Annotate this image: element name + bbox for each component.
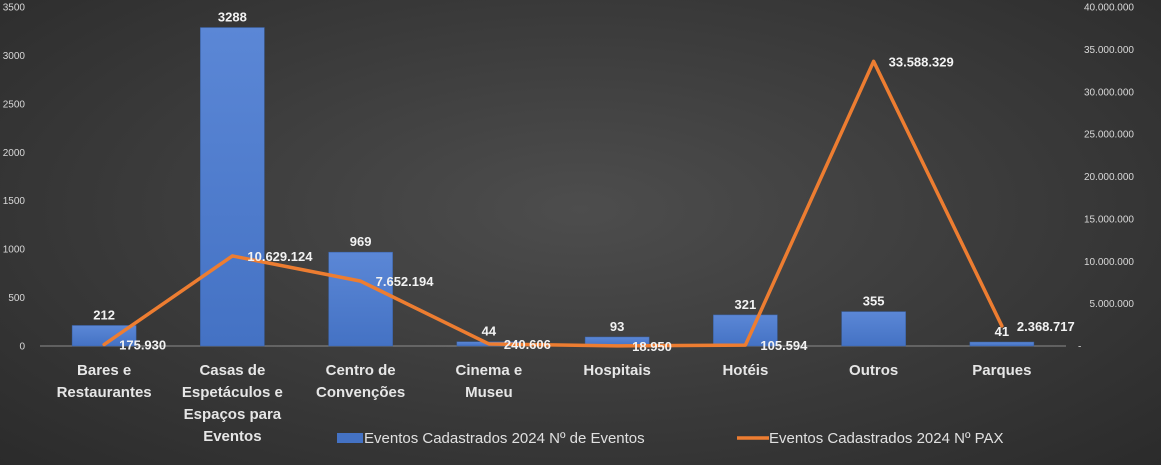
left-axis-tick: 3000	[3, 51, 26, 62]
category-label: Restaurantes	[57, 384, 152, 401]
category-label: Parques	[972, 362, 1031, 379]
category-label: Museu	[465, 384, 513, 401]
line-value-label: 2.368.717	[1017, 319, 1075, 334]
category-label: Outros	[849, 362, 898, 379]
category-label: Cinema e	[456, 362, 523, 379]
bar-3	[328, 251, 393, 347]
right-axis-tick: 35.000.000	[1084, 45, 1134, 56]
bar-value-label: 44	[482, 324, 497, 339]
bar-value-label: 41	[995, 324, 1009, 339]
category-label: Hospitais	[583, 362, 651, 379]
line-value-label: 33.588.329	[889, 54, 954, 69]
line-value-label: 105.594	[760, 338, 808, 353]
bar-series	[71, 27, 1035, 347]
bar-value-label: 3288	[218, 10, 247, 25]
legend-bar-swatch	[337, 433, 363, 443]
right-axis-tick: 40.000.000	[1084, 3, 1134, 14]
category-label: Espaços para	[184, 406, 282, 423]
right-axis: - 5.000.000 10.000.000 15.000.000 20.000.000…	[1078, 3, 1134, 353]
right-axis-tick: 20.000.000	[1084, 172, 1134, 183]
category-label: Convenções	[316, 384, 405, 401]
category-label: Eventos	[203, 428, 261, 445]
legend-line-label: Eventos Cadastrados 2024 Nº PAX	[769, 430, 1004, 447]
bar-7	[841, 311, 906, 347]
bar-value-label: 355	[863, 294, 885, 309]
left-axis-tick: 1000	[3, 245, 26, 256]
line-data-labels: 175.930 10.629.124 7.652.194 240.606 18.950 1…	[119, 54, 1075, 354]
right-axis-tick: 30.000.000	[1084, 87, 1134, 98]
bar-6	[713, 314, 778, 347]
line-value-label: 10.629.124	[247, 249, 313, 264]
bar-8	[969, 341, 1035, 347]
line-value-label: 7.652.194	[376, 274, 435, 289]
left-axis: 0 500 1000 1500 2000 2500 3000 3500	[3, 3, 26, 353]
right-axis-tick: 10.000.000	[1084, 257, 1134, 268]
line-value-label: 240.606	[504, 337, 551, 352]
left-axis-tick: 0	[19, 342, 25, 353]
left-axis-tick: 2000	[3, 148, 26, 159]
bar-data-labels: 212 3288 969 44 93 321 355 41	[93, 10, 1009, 339]
left-axis-tick: 2500	[3, 99, 26, 110]
right-axis-tick: 5.000.000	[1090, 299, 1135, 310]
right-axis-tick: -	[1078, 342, 1081, 353]
line-value-label: 175.930	[119, 338, 166, 353]
right-axis-tick: 15.000.000	[1084, 214, 1134, 225]
left-axis-tick: 3500	[3, 3, 26, 14]
bar-2	[200, 27, 265, 347]
bar-value-label: 321	[735, 297, 757, 312]
category-label: Bares e	[77, 362, 131, 379]
legend: Eventos Cadastrados 2024 Nº de Eventos E…	[337, 430, 1004, 447]
line-value-label: 18.950	[632, 339, 672, 354]
category-label: Hotéis	[722, 362, 768, 379]
right-axis-tick: 25.000.000	[1084, 130, 1134, 141]
pax-line-series	[102, 59, 1004, 348]
left-axis-tick: 500	[8, 293, 25, 304]
category-labels: Bares e Restaurantes Casas de Espetáculos e…	[57, 362, 1032, 445]
bar-value-label: 93	[610, 319, 624, 334]
category-label: Espetáculos e	[182, 384, 283, 401]
category-label: Casas de	[199, 362, 265, 379]
bar-value-label: 212	[93, 307, 115, 322]
category-label: Centro de	[326, 362, 396, 379]
left-axis-tick: 1500	[3, 196, 26, 207]
bar-value-label: 969	[350, 234, 372, 249]
legend-bar-label: Eventos Cadastrados 2024 Nº de Eventos	[364, 430, 645, 447]
